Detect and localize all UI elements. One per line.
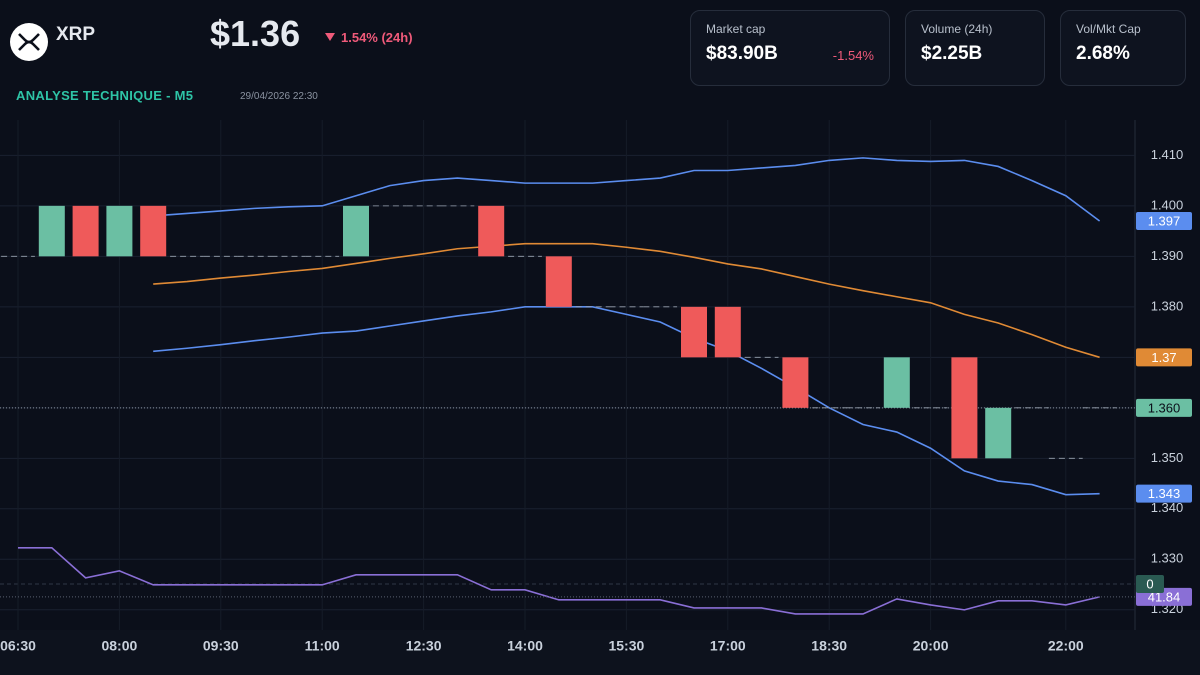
band-line: [153, 242, 1100, 359]
band-line: [153, 306, 1100, 496]
candle: [681, 306, 707, 358]
indicator-line: [18, 546, 1100, 615]
y-tick-label: 1.330: [1151, 551, 1184, 566]
x-tick-label: 08:00: [101, 638, 137, 654]
chart: 1.3201.3301.3401.3501.3601.3701.3801.390…: [0, 120, 1200, 675]
x-tick-label: 15:30: [608, 638, 644, 654]
xrp-logo: [10, 23, 48, 61]
x-tick-label: 22:00: [1048, 638, 1084, 654]
stat-value: $2.25B: [921, 43, 983, 64]
time-axis-bg: [0, 630, 1200, 675]
candle: [985, 407, 1012, 459]
band-line: [153, 157, 1101, 222]
section-title: ANALYSE TECHNIQUE - M5: [16, 88, 194, 103]
last-value-badge-bg: [1136, 348, 1192, 367]
y-tick-label: 1.400: [1151, 197, 1184, 212]
indicator-level-badge-bg: [1136, 575, 1164, 593]
stat-change: -1.54%: [832, 48, 874, 63]
down-arrow: [325, 33, 335, 41]
last-value-badge: 1.343: [1148, 486, 1181, 501]
x-tick-label: 18:30: [811, 638, 847, 654]
candle: [951, 357, 978, 459]
x-tick-label: 17:00: [710, 638, 746, 654]
candle: [140, 205, 167, 257]
y-tick-label: 1.350: [1151, 450, 1184, 465]
y-tick-label: 1.410: [1151, 147, 1184, 162]
x-tick-label: 06:30: [0, 638, 36, 654]
price: $1.36: [210, 13, 301, 54]
candle: [714, 306, 741, 358]
last-value-badge: 1.397: [1148, 213, 1181, 228]
candle: [545, 256, 572, 307]
stat-value: 2.68%: [1076, 43, 1130, 64]
last-value-badge-bg: [1136, 484, 1192, 503]
stat-label: Market cap: [706, 22, 766, 36]
stat-card: Vol/Mkt Cap 2.68%: [1060, 10, 1186, 86]
symbol: XRP: [56, 24, 96, 45]
candle: [343, 205, 369, 257]
last-value-badge: 41.84: [1148, 589, 1181, 604]
last-price-badge-bg: [1136, 398, 1192, 417]
last-value-badge-bg: [1136, 211, 1192, 230]
candle: [478, 205, 505, 257]
indicator-level-badge: 0: [1146, 576, 1153, 591]
timestamp: 29/04/2026 22:30: [240, 91, 318, 102]
x-tick-label: 11:00: [305, 638, 340, 654]
last-value-badge: 1.37: [1151, 350, 1176, 365]
x-tick-label: 20:00: [913, 638, 949, 654]
stat-card: Volume (24h) $2.25B: [905, 10, 1045, 86]
stat-card: Market cap $83.90B -1.54%: [690, 10, 890, 86]
candle: [883, 357, 910, 408]
y-tick-label: 1.380: [1151, 298, 1184, 313]
price-change: 1.54% (24h): [341, 30, 413, 45]
y-tick-label: 1.340: [1151, 500, 1184, 515]
stat-label: Vol/Mkt Cap: [1076, 22, 1141, 36]
stat-label: Volume (24h): [921, 22, 993, 36]
candle: [72, 205, 99, 257]
y-tick-label: 1.390: [1151, 248, 1184, 263]
candle: [38, 205, 65, 257]
stat-value: $83.90B: [706, 43, 778, 64]
x-tick-label: 14:00: [507, 638, 543, 654]
candle: [106, 205, 133, 257]
x-tick-label: 09:30: [203, 638, 239, 654]
last-price-badge: 1.360: [1148, 400, 1181, 415]
x-tick-label: 12:30: [406, 638, 442, 654]
candle: [782, 357, 809, 408]
